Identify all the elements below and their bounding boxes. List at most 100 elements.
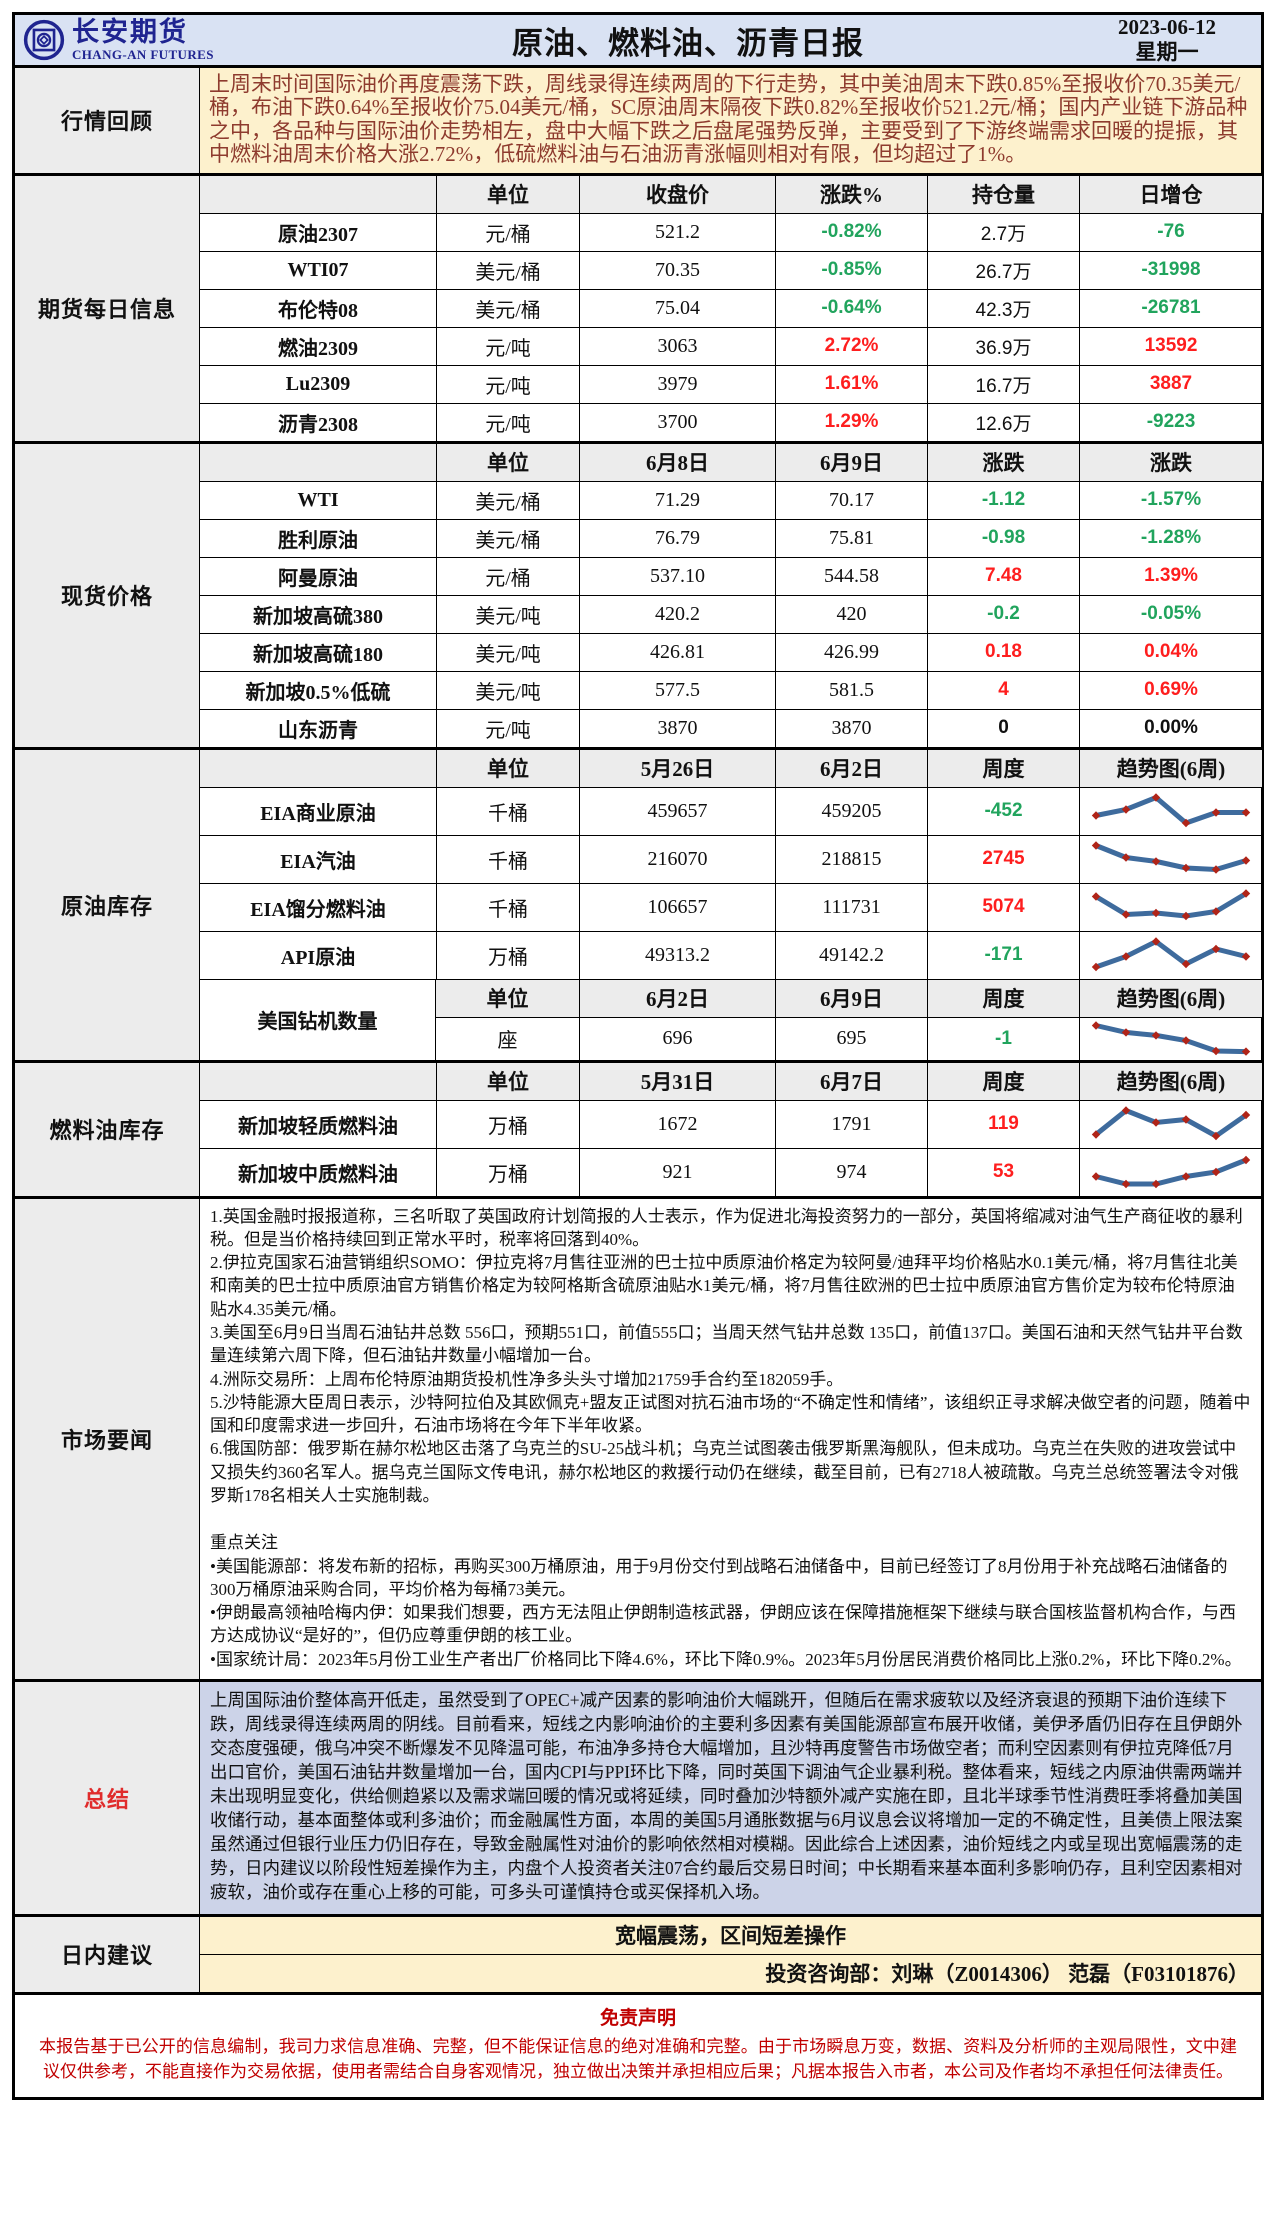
cell-chg: 53 xyxy=(927,1148,1079,1196)
cell-chg: 4 xyxy=(927,671,1079,709)
cell-name: EIA商业原油 xyxy=(260,802,376,825)
trend-sparkline-icon xyxy=(1091,889,1251,921)
cell-pct: 0.04% xyxy=(1079,633,1262,671)
cell-d1: 216070 xyxy=(579,835,775,883)
cell-close: 70.35 xyxy=(579,251,775,289)
cell-value: 695 xyxy=(775,1017,927,1060)
table-row: 新加坡0.5%低硫 美元/吨 577.5 581.5 4 0.69% xyxy=(200,670,1262,709)
header-cell: 单位 xyxy=(436,979,579,1017)
table-row: EIA馏分燃料油 千桶 106657 111731 5074 xyxy=(200,882,1261,931)
cell-d2: 75.81 xyxy=(775,519,927,557)
cell-d1: 537.10 xyxy=(579,557,775,595)
header-cell xyxy=(200,749,436,787)
cell-name: 新加坡轻质燃料油 xyxy=(238,1115,398,1138)
cell-name: EIA汽油 xyxy=(280,850,356,873)
cell-d2: 218815 xyxy=(775,835,927,883)
cell-pct: 0.69% xyxy=(1079,671,1262,709)
disclaimer-text: 本报告基于已公开的信息编制，我司力求信息准确、完整，但不能保证信息的绝对准确和完… xyxy=(39,2036,1237,2082)
trend-cell xyxy=(1079,835,1262,883)
brand-subtitle: CHANG-AN FUTURES xyxy=(72,47,214,62)
news-item: 1.英国金融时报报道称，三名听取了英国政府计划简报的人士表示，作为促进北海投资努… xyxy=(210,1206,1243,1249)
cell-chg: 0 xyxy=(927,709,1079,747)
cell-unit: 美元/吨 xyxy=(436,595,579,633)
rig-count-block: 美国钻机数量 单位 6月2日 6月9日 周度 趋势图(6周) 座 696 695… xyxy=(200,978,1262,1060)
advice-line-1: 宽幅震荡，区间短差操作 xyxy=(615,1924,846,1949)
cell-chg: 2.72% xyxy=(775,327,927,365)
table-row: WTI 美元/桶 71.29 70.17 -1.12 -1.57% xyxy=(200,480,1261,519)
cell-chg: 5074 xyxy=(927,883,1079,931)
section-crude-inventory: 原油库存 单位 5月26日 6月2日 周度 趋势图(6周) EIA商业原油 千桶 459657… xyxy=(15,746,1262,1060)
cell-d1: 921 xyxy=(579,1148,775,1196)
cell-name: 胜利原油 xyxy=(278,529,358,552)
table-row: 新加坡轻质燃料油 万桶 1672 1791 119 xyxy=(200,1099,1261,1148)
news-item: 6.俄国防部：俄罗斯在赫尔松地区击落了乌克兰的SU-25战斗机；乌克兰试图袭击俄… xyxy=(210,1439,1239,1505)
brand: 长安期货 CHANG-AN FUTURES xyxy=(23,19,295,61)
table-row: 阿曼原油 元/桶 537.10 544.58 7.48 1.39% xyxy=(200,556,1261,595)
table-row: API原油 万桶 49313.2 49142.2 -171 xyxy=(200,930,1261,979)
cell-chg: -0.98 xyxy=(927,519,1079,557)
cell-chg: -0.64% xyxy=(775,289,927,327)
cell-chg: 119 xyxy=(927,1100,1079,1148)
trend-sparkline-icon xyxy=(1091,1020,1251,1056)
cell-name: 新加坡0.5%低硫 xyxy=(245,681,391,704)
header-cell: 持仓量 xyxy=(927,175,1079,213)
cell-oichg: -26781 xyxy=(1079,289,1262,327)
cell-close: 3063 xyxy=(579,327,775,365)
cell-d2: 420 xyxy=(775,595,927,633)
report-frame: 长安期货 CHANG-AN FUTURES 原油、燃料油、沥青日报 2023-0… xyxy=(12,12,1264,2100)
table-row: Lu2309 元/吨 3979 1.61% 16.7万 3887 xyxy=(200,364,1261,403)
news-item: 2.伊拉克国家石油营销组织SOMO：伊拉克将7月售往亚洲的巴士拉中质原油价格定为… xyxy=(210,1253,1238,1319)
cell-d2: 426.99 xyxy=(775,633,927,671)
cell-d2: 1791 xyxy=(775,1100,927,1148)
cell-chg: 1.61% xyxy=(775,365,927,403)
disclaimer-title: 免责声明 xyxy=(599,2007,676,2029)
news-item: 3.美国至6月9日当周石油钻井总数 556口，预期551口，前值555口；当周天… xyxy=(210,1323,1243,1366)
news-item: 4.洲际交易所：上周布伦特原油期货投机性净多头头寸增加21759手合约至1820… xyxy=(210,1369,844,1389)
cell-chg: -1.12 xyxy=(927,481,1079,519)
cell-value: 696 xyxy=(579,1017,775,1060)
section-label-summary: 总结 xyxy=(15,1681,200,1914)
cell-name: Lu2309 xyxy=(285,372,351,395)
section-label-market-news: 市场要闻 xyxy=(15,1198,200,1679)
header-cell: 5月31日 xyxy=(579,1062,775,1100)
header-cell xyxy=(200,175,436,213)
cell-chg: 1.29% xyxy=(775,403,927,441)
cell-unit: 元/吨 xyxy=(436,327,579,365)
header-cell: 周度 xyxy=(927,749,1079,787)
cell-name: 燃油2309 xyxy=(278,337,358,360)
table-row: 座 696 695 -1 xyxy=(436,1016,1262,1060)
cell-name: WTI07 xyxy=(287,258,349,281)
cell-unit: 美元/吨 xyxy=(436,633,579,671)
table-row: 燃油2309 元/吨 3063 2.72% 36.9万 13592 xyxy=(200,326,1261,365)
cell-chg: -0.2 xyxy=(927,595,1079,633)
header-cell: 单位 xyxy=(436,1062,579,1100)
cell-close: 3979 xyxy=(579,365,775,403)
trend-sparkline-icon xyxy=(1091,841,1251,874)
header-cell: 日增仓 xyxy=(1079,175,1262,213)
fuel-inventory-table: 单位 5月31日 6月7日 周度 趋势图(6周) 新加坡轻质燃料油 万桶 1672 1791 11… xyxy=(200,1062,1262,1196)
cell-unit: 千桶 xyxy=(436,883,579,931)
cell-name: 新加坡中质燃料油 xyxy=(238,1163,398,1186)
trend-sparkline-icon xyxy=(1091,1106,1251,1141)
advice-line-2: 投资咨询部：刘琳（Z0014306） 范磊（F03101876） xyxy=(200,1953,1261,1992)
cell-name: 山东沥青 xyxy=(278,719,358,742)
cell-unit: 美元/桶 xyxy=(436,481,579,519)
trend-cell xyxy=(1079,1017,1262,1060)
cell-unit: 元/吨 xyxy=(436,709,579,747)
header-cell: 单位 xyxy=(436,175,579,213)
cell-d2: 581.5 xyxy=(775,671,927,709)
cell-week-change: -1 xyxy=(927,1017,1079,1060)
cell-pct: -1.28% xyxy=(1079,519,1262,557)
rig-count-subtable: 单位 6月2日 6月9日 周度 趋势图(6周) 座 696 695 -1 xyxy=(436,979,1262,1060)
cell-d1: 71.29 xyxy=(579,481,775,519)
news-focus-item: •国家统计局：2023年5月份工业生产者出厂价格同比下降4.6%，环比下降0.9… xyxy=(210,1649,1242,1669)
cell-chg: 7.48 xyxy=(927,557,1079,595)
cell-d1: 76.79 xyxy=(579,519,775,557)
cell-oi: 36.9万 xyxy=(927,327,1079,365)
header-cell: 涨跌 xyxy=(927,443,1079,481)
news-focus-item: •伊朗最高领袖哈梅内伊：如果我们想要，西方无法阻止伊朗制造核武器，伊朗应该在保障… xyxy=(210,1603,1236,1646)
trend-sparkline-icon xyxy=(1091,1155,1251,1189)
summary-text: 上周国际油价整体高开低走，虽然受到了OPEC+减产因素的影响油价大幅跳开，但随后… xyxy=(200,1681,1261,1914)
cell-oi: 12.6万 xyxy=(927,403,1079,441)
cell-pct: 0.00% xyxy=(1079,709,1262,747)
